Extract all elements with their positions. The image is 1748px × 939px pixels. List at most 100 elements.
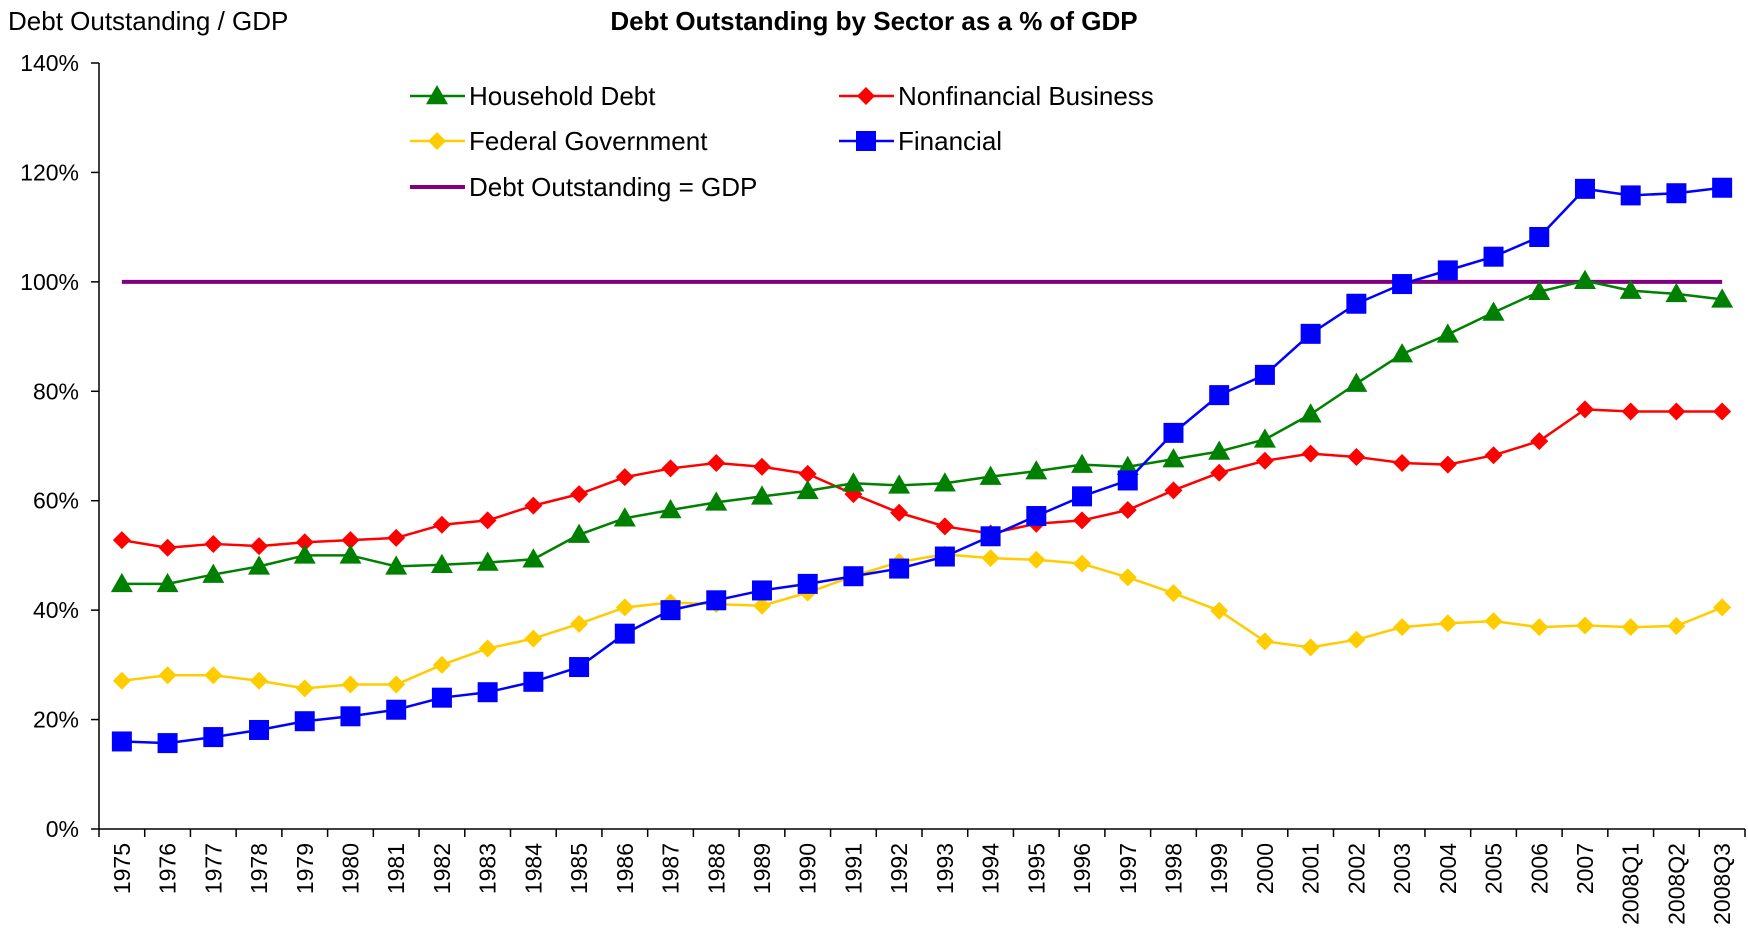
x-tick-label: 1996 xyxy=(1069,843,1095,894)
data-point xyxy=(1163,422,1184,443)
data-point xyxy=(615,598,634,617)
legend: Household Debt Nonfinancial Business Feder… xyxy=(410,81,1154,202)
data-point xyxy=(1483,246,1504,267)
x-tick-label: 2003 xyxy=(1389,843,1415,894)
x-tick-label: 1994 xyxy=(978,843,1004,894)
x-tick-label: 2004 xyxy=(1435,843,1461,894)
data-point xyxy=(1301,638,1320,657)
series-federal-government xyxy=(112,545,1732,698)
legend-label: Federal Government xyxy=(469,126,708,156)
data-point xyxy=(1118,501,1137,520)
data-point xyxy=(569,657,590,678)
data-point xyxy=(1530,432,1549,451)
series-line xyxy=(121,553,1723,690)
data-point xyxy=(796,479,819,500)
data-point xyxy=(570,614,589,633)
data-point xyxy=(1713,402,1732,421)
data-point xyxy=(478,639,497,658)
legend-item: Debt Outstanding = GDP xyxy=(410,172,757,202)
series-line xyxy=(121,279,1723,586)
data-point xyxy=(341,531,360,550)
data-point xyxy=(1712,177,1733,198)
data-point xyxy=(798,464,817,483)
x-tick-label: 1975 xyxy=(109,843,135,894)
y-tick-label: 80% xyxy=(33,378,79,404)
data-point xyxy=(156,572,179,593)
x-tick-label: 2002 xyxy=(1343,843,1369,894)
data-point xyxy=(705,491,728,511)
legend-item: Federal Government xyxy=(410,126,708,156)
data-point xyxy=(294,711,315,732)
x-tick-label: 1988 xyxy=(703,843,729,894)
data-point xyxy=(1301,444,1320,463)
y-tick-label: 0% xyxy=(46,816,79,842)
x-tick-label: 2008Q2 xyxy=(1663,843,1689,925)
x-tick-label: 1984 xyxy=(520,843,546,894)
data-point xyxy=(1621,402,1640,421)
x-tick-label: 1991 xyxy=(840,843,866,894)
data-point xyxy=(1436,323,1459,343)
x-tick-label: 1999 xyxy=(1206,843,1232,894)
data-point xyxy=(1210,463,1229,482)
x-tick-label: 2001 xyxy=(1298,843,1324,894)
x-tick-label: 2008Q1 xyxy=(1618,843,1644,925)
data-point xyxy=(843,566,864,587)
data-point xyxy=(1164,481,1183,500)
data-point xyxy=(1713,598,1732,617)
data-point xyxy=(204,666,223,685)
y-tick-label: 140% xyxy=(20,50,79,76)
data-point xyxy=(1528,280,1551,300)
x-tick-label: 1985 xyxy=(566,843,592,894)
data-point xyxy=(248,555,271,575)
x-tick-label: 1980 xyxy=(337,843,363,894)
data-point xyxy=(934,546,955,567)
y-tick-label: 20% xyxy=(33,707,79,733)
data-point xyxy=(112,531,131,550)
data-point xyxy=(522,548,545,568)
legend-item: Financial xyxy=(839,126,1002,156)
y-tick-label: 120% xyxy=(20,159,79,185)
data-point xyxy=(1392,274,1413,295)
x-tick-label: 1981 xyxy=(383,843,409,894)
x-tick-label: 1992 xyxy=(886,843,912,894)
data-point xyxy=(1391,343,1414,363)
x-tick-label: 2000 xyxy=(1252,843,1278,894)
data-point xyxy=(340,706,361,727)
legend-swatch-marker xyxy=(856,131,876,151)
data-point xyxy=(204,534,223,553)
data-point xyxy=(660,600,681,621)
data-point xyxy=(295,679,314,698)
data-point xyxy=(797,573,818,594)
data-point xyxy=(1667,617,1686,636)
legend-item: Household Debt xyxy=(410,81,656,111)
data-point xyxy=(111,731,132,752)
data-point xyxy=(1529,226,1550,247)
data-point xyxy=(250,671,269,690)
data-point xyxy=(1620,185,1641,206)
data-point xyxy=(1438,614,1457,633)
x-tick-label: 1983 xyxy=(475,843,501,894)
series-financial xyxy=(111,177,1733,754)
data-point xyxy=(979,465,1002,485)
data-point xyxy=(157,733,178,754)
x-tick-label: 2005 xyxy=(1481,843,1507,894)
x-tick-label: 1977 xyxy=(200,843,226,894)
x-tick-label: 1978 xyxy=(246,843,272,894)
data-point xyxy=(386,699,407,720)
data-point xyxy=(432,655,451,674)
data-point xyxy=(752,596,771,615)
data-point xyxy=(1666,183,1687,204)
series-household-debt xyxy=(110,269,1734,593)
series-line xyxy=(121,408,1723,550)
legend-swatch-marker xyxy=(857,87,875,105)
data-point xyxy=(387,528,406,547)
data-point xyxy=(1073,554,1092,573)
data-point xyxy=(1118,568,1137,587)
data-point xyxy=(1437,260,1458,281)
legend-label: Nonfinancial Business xyxy=(898,81,1154,111)
data-point xyxy=(613,507,636,527)
x-tick-label: 1990 xyxy=(795,843,821,894)
data-point xyxy=(1116,455,1139,476)
data-point xyxy=(890,503,909,522)
